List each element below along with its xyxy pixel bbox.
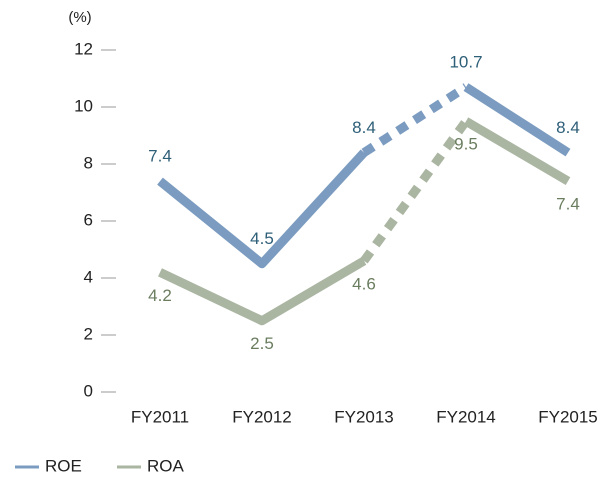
- data-label: 10.7: [449, 53, 482, 72]
- x-tick-label: FY2014: [436, 407, 496, 426]
- y-tick-label: 12: [74, 39, 93, 58]
- y-tick-label: 2: [84, 324, 93, 343]
- line-dashed: [360, 118, 470, 264]
- line: [158, 257, 367, 326]
- y-tick-label: 6: [84, 210, 93, 229]
- line: [157, 149, 368, 269]
- line-dashed: [361, 83, 469, 157]
- x-tick-label: FY2013: [334, 407, 394, 426]
- data-label: 4.5: [250, 229, 274, 248]
- data-label: 2.5: [250, 334, 274, 353]
- legend-label: ROE: [45, 456, 82, 475]
- y-tick-label: 4: [84, 267, 93, 286]
- y-tick-label: 8: [84, 153, 93, 172]
- data-label: 4.2: [148, 286, 172, 305]
- y-axis-label: (%): [68, 9, 91, 26]
- y-tick-label: 0: [84, 381, 93, 400]
- x-tick-label: FY2012: [232, 407, 292, 426]
- data-label: 4.6: [352, 274, 376, 293]
- data-label: 8.4: [556, 118, 580, 137]
- data-label: 7.4: [148, 147, 172, 166]
- y-tick-label: 10: [74, 96, 93, 115]
- line: [463, 83, 571, 157]
- data-label: 7.4: [556, 195, 580, 214]
- x-tick-label: FY2011: [131, 407, 189, 426]
- line: [463, 117, 571, 185]
- x-tick-label: FY2015: [538, 407, 598, 426]
- data-label: 8.4: [352, 118, 376, 137]
- legend-label: ROA: [147, 456, 185, 475]
- data-label: 9.5: [454, 135, 478, 154]
